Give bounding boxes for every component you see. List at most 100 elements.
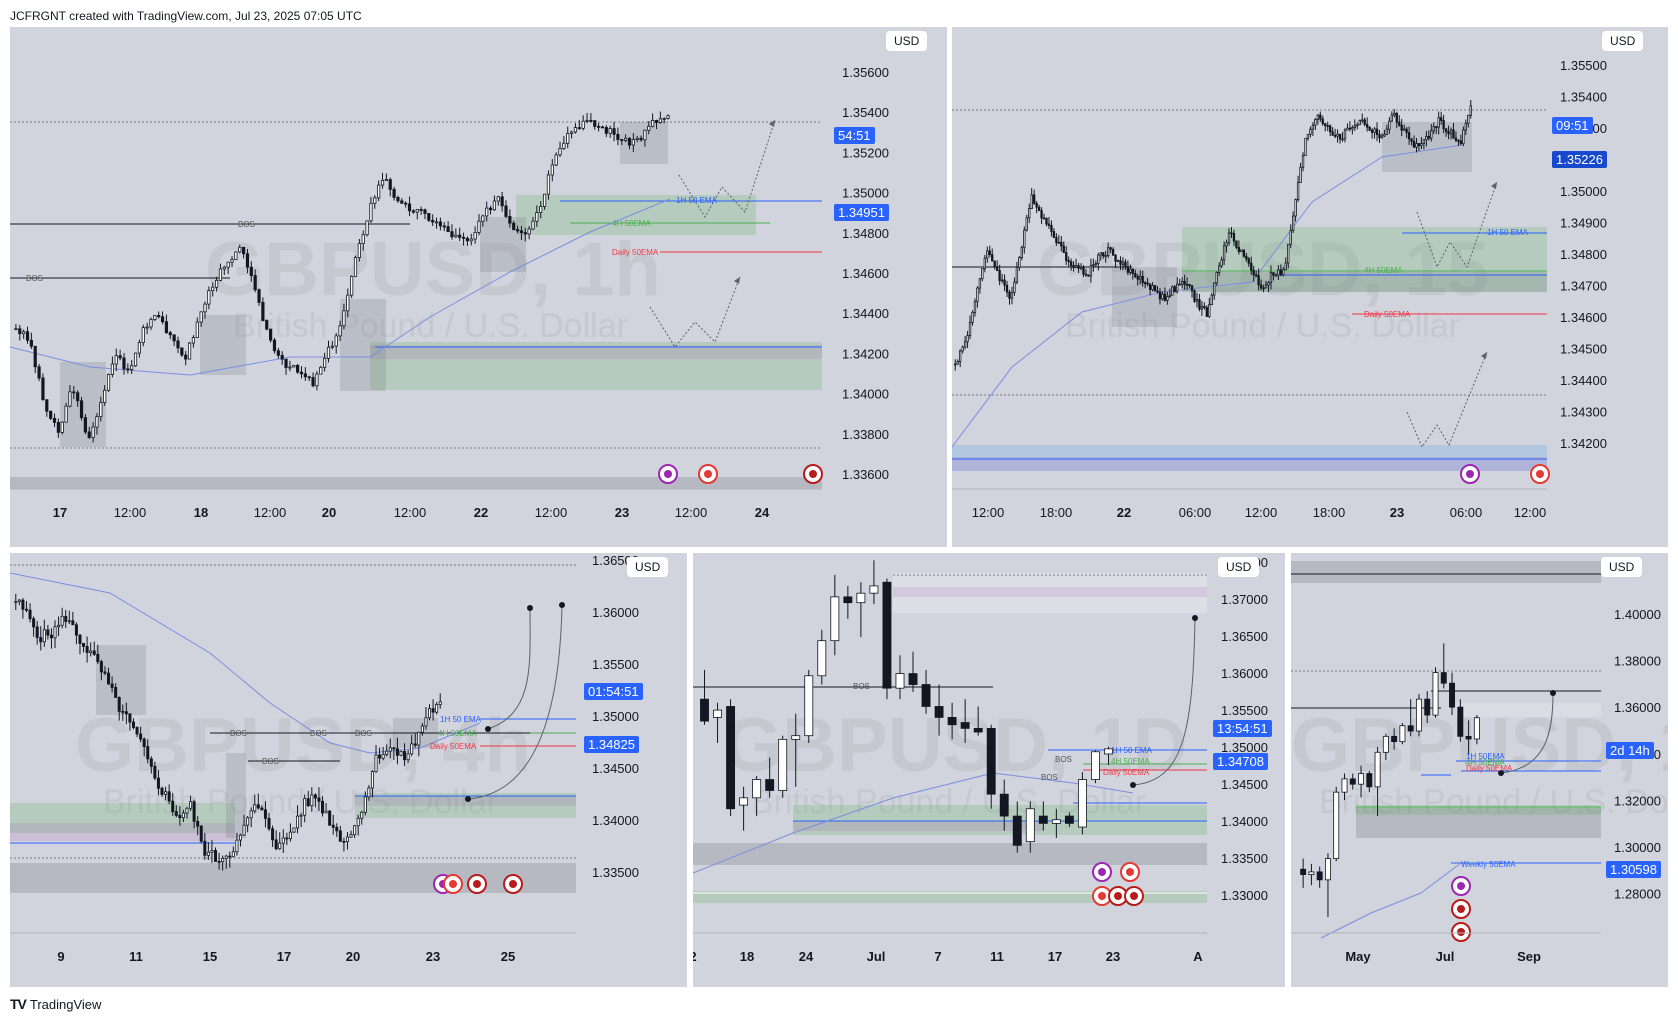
candle-body <box>185 807 189 814</box>
candle-body <box>1400 124 1403 131</box>
candle-body <box>388 747 392 752</box>
candle-body <box>265 320 269 330</box>
candle-body <box>434 221 439 224</box>
candle-body <box>346 294 350 312</box>
candle-body <box>217 861 221 863</box>
candle-body <box>187 342 192 360</box>
x-tick-label: 12:00 <box>972 505 1005 520</box>
candle-body <box>404 202 408 205</box>
candle-body <box>515 229 520 232</box>
candle-body <box>171 800 175 812</box>
currency-button[interactable]: USD <box>1601 557 1643 577</box>
chart-canvas[interactable]: BOS BOS BOS 1H 50 EMA 4H 50EMA Daily 50EMA 1.3… <box>693 553 1285 987</box>
target-dot <box>527 605 533 611</box>
candle-body <box>168 332 172 336</box>
candle-body <box>410 743 414 755</box>
candle-body <box>966 335 969 343</box>
candle-body <box>145 326 149 329</box>
x-tick-label: 15 <box>203 949 217 964</box>
currency-button[interactable]: USD <box>627 557 669 577</box>
candle-body <box>631 139 635 146</box>
annotation-label: BOS <box>1055 755 1072 764</box>
chart-canvas[interactable]: BOS BOS BOS BOS 1H 50 EMA 4H 50EMA Daily 50EMA… <box>10 553 687 987</box>
candle-body <box>224 855 228 859</box>
candle-body <box>357 243 361 259</box>
ema-line <box>1320 862 1462 939</box>
candle-body <box>45 399 49 412</box>
candle-body <box>370 771 374 789</box>
chart-panel-1h[interactable]: GBPUSD, 1h British Pound / U.S. Dollar B… <box>10 27 947 547</box>
candle-body <box>117 697 121 712</box>
candle-body <box>299 814 303 817</box>
candle-body <box>1193 290 1196 302</box>
candle-body <box>231 851 235 858</box>
chart-canvas[interactable]: BOS BOS 1H 50 EMA 4H 50EMA Daily 50EMA 1.3560… <box>10 27 947 547</box>
candle-body <box>1074 265 1078 268</box>
candle-body <box>353 257 358 277</box>
projection-path <box>678 119 776 218</box>
candle-body <box>1424 698 1431 716</box>
candle-body <box>253 275 257 291</box>
currency-button[interactable]: USD <box>1602 31 1644 51</box>
chart-panel-1w[interactable]: GBPUSD, 1W British Pound / U.S. Dollar 1… <box>1291 553 1668 987</box>
candle-body <box>1087 274 1090 277</box>
candle-body <box>378 754 382 759</box>
candle-body <box>450 231 454 238</box>
candle-body <box>146 746 150 760</box>
candle-body <box>160 316 165 323</box>
candle-body <box>1457 706 1464 737</box>
annotation-label: 4H 50EMA <box>1466 758 1505 767</box>
candle-body <box>226 261 230 268</box>
candle-body <box>400 200 404 204</box>
candle-body <box>350 276 354 296</box>
candle-body <box>317 797 321 802</box>
candle-body <box>103 389 107 403</box>
candle-body <box>37 366 41 379</box>
candle-body <box>1358 773 1365 785</box>
chart-panel-1d[interactable]: GBPUSD, 1D British Pound / U.S. Dollar B… <box>693 553 1285 987</box>
candle-body <box>1259 284 1263 289</box>
arrow-head <box>769 120 775 127</box>
candle-body <box>585 119 589 122</box>
candle-body <box>971 311 974 323</box>
candle-body <box>267 817 271 830</box>
candle-body <box>550 164 554 176</box>
candle-body <box>1412 140 1416 148</box>
zone <box>693 843 1207 865</box>
candle-body <box>128 713 132 723</box>
candle-body <box>1230 232 1233 235</box>
candle-body <box>131 721 135 728</box>
x-tick-label: 12:00 <box>675 505 708 520</box>
candle-body <box>110 683 114 688</box>
candle-body <box>407 203 412 212</box>
chart-panel-15m[interactable]: GBPUSD, 15 British Pound / U.S. Dollar 1… <box>952 27 1668 547</box>
annotation-label: Daily 50EMA <box>612 248 659 257</box>
candle-body <box>1284 262 1287 271</box>
flag-us-icon <box>1098 892 1106 900</box>
candle-body <box>424 717 428 727</box>
candle-body <box>303 373 307 378</box>
currency-button[interactable]: USD <box>886 31 928 51</box>
candle-body <box>257 289 261 303</box>
y-tick-label: 1.40000 <box>1614 607 1661 622</box>
candle-body <box>1462 129 1465 145</box>
arrow-head <box>1491 182 1497 189</box>
candle-body <box>403 750 407 761</box>
zone <box>355 796 576 806</box>
tradingview-footer[interactable]: TV TradingView <box>10 996 101 1012</box>
chart-panel-4h[interactable]: GBPUSD, 4h British Pound / U.S. Dollar B… <box>10 553 687 987</box>
chart-canvas[interactable]: 1H 50 EMA 4H 50EMA Daily 50EMA 1.35500 1.354… <box>952 27 1668 547</box>
candle-body <box>14 328 18 331</box>
candle-body <box>1326 125 1329 127</box>
ema-line <box>10 198 671 376</box>
candle-body <box>1121 261 1125 265</box>
currency-button[interactable]: USD <box>1218 557 1260 577</box>
candle-body <box>1255 274 1258 277</box>
candle-body <box>1454 137 1458 141</box>
candle-body <box>53 626 57 639</box>
candle-body <box>616 133 620 140</box>
candle-body <box>214 279 219 288</box>
candle-body <box>160 787 164 795</box>
x-tick-label: 2 <box>693 949 697 964</box>
